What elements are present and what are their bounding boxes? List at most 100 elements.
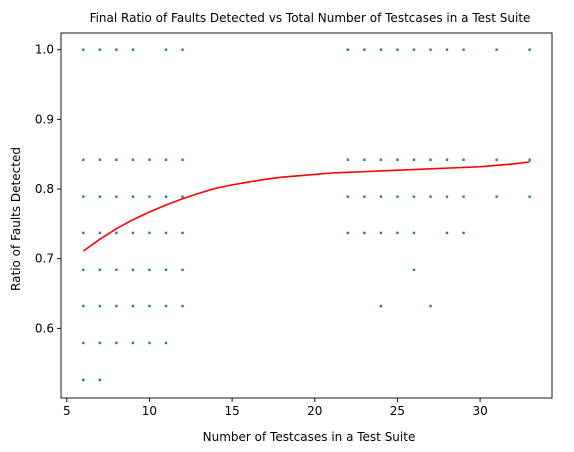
data-point — [396, 158, 399, 161]
x-tick-label: 20 — [307, 404, 322, 418]
data-point — [462, 195, 465, 198]
y-tick-label: 0.9 — [35, 112, 54, 126]
data-point — [115, 195, 118, 198]
plot-area-frame — [60, 32, 553, 399]
data-point — [164, 158, 168, 161]
data-point — [82, 268, 85, 272]
data-point — [82, 378, 85, 382]
data-point — [115, 341, 118, 345]
x-axis-ticks: 5 10 15 20 25 30 — [63, 398, 488, 418]
data-point — [82, 48, 85, 51]
data-point — [379, 195, 383, 198]
data-point — [412, 268, 416, 272]
data-point — [148, 304, 151, 308]
data-point — [379, 48, 383, 51]
data-point — [131, 341, 135, 345]
data-point — [429, 48, 432, 51]
data-point — [148, 268, 151, 272]
y-axis-label: Ratio of Faults Detected — [9, 147, 23, 291]
data-point — [363, 195, 366, 198]
data-point — [346, 48, 350, 51]
data-point — [82, 158, 85, 161]
data-point — [181, 268, 184, 272]
data-point — [181, 231, 184, 235]
data-point — [445, 231, 449, 235]
data-point — [429, 195, 432, 198]
data-point — [131, 158, 135, 161]
data-point — [528, 195, 531, 198]
data-point — [445, 195, 449, 198]
data-point — [148, 231, 151, 235]
data-point — [98, 48, 102, 51]
data-point — [412, 231, 416, 235]
data-point — [412, 48, 416, 51]
data-point — [528, 158, 531, 161]
data-point — [98, 195, 102, 198]
y-tick-label: 0.7 — [35, 252, 54, 266]
data-point — [396, 231, 399, 235]
data-point — [445, 48, 449, 51]
data-point — [98, 341, 102, 345]
data-point — [164, 304, 168, 308]
data-point — [164, 341, 168, 345]
data-point — [346, 158, 350, 161]
data-point — [462, 48, 465, 51]
x-tick-label: 10 — [142, 404, 157, 418]
fit-curve-line — [82, 161, 530, 252]
y-axis-ticks: 0.6 0.7 0.8 0.9 1.0 — [35, 43, 61, 335]
data-point — [115, 48, 118, 51]
data-point — [115, 268, 118, 272]
data-point — [181, 158, 184, 161]
data-point — [346, 231, 350, 235]
data-points-layer — [82, 48, 531, 382]
data-point — [82, 341, 85, 345]
data-point — [115, 304, 118, 308]
data-point — [131, 268, 135, 272]
data-point — [429, 158, 432, 161]
data-point — [164, 268, 168, 272]
data-point — [131, 195, 135, 198]
data-point — [164, 48, 168, 51]
data-point — [363, 48, 366, 51]
data-point — [379, 231, 383, 235]
data-point — [528, 48, 531, 51]
data-point — [82, 304, 85, 308]
data-point — [98, 268, 102, 272]
data-point — [396, 195, 399, 198]
data-point — [462, 231, 465, 235]
data-point — [445, 158, 449, 161]
data-point — [181, 48, 184, 51]
data-point — [181, 304, 184, 308]
data-point — [164, 195, 168, 198]
x-tick-label: 25 — [390, 404, 405, 418]
data-point — [98, 158, 102, 161]
data-point — [131, 231, 135, 235]
data-point — [98, 378, 102, 382]
x-tick-label: 15 — [224, 404, 239, 418]
data-point — [98, 231, 102, 235]
chart-title: Final Ratio of Faults Detected vs Total … — [90, 11, 531, 25]
data-point — [115, 158, 118, 161]
data-point — [131, 48, 135, 51]
x-tick-label: 5 — [63, 404, 71, 418]
data-point — [115, 231, 118, 235]
data-point — [495, 195, 498, 198]
y-tick-label: 0.8 — [35, 182, 54, 196]
data-point — [82, 195, 85, 198]
x-axis-label: Number of Testcases in a Test Suite — [203, 430, 416, 444]
data-point — [148, 195, 151, 198]
x-tick-label: 30 — [472, 404, 487, 418]
data-point — [412, 158, 416, 161]
data-point — [148, 158, 151, 161]
data-point — [181, 195, 184, 198]
y-tick-label: 0.6 — [35, 321, 54, 335]
data-point — [379, 304, 383, 308]
data-point — [379, 158, 383, 161]
data-point — [98, 304, 102, 308]
data-point — [462, 158, 465, 161]
y-tick-label: 1.0 — [35, 43, 54, 57]
data-point — [131, 304, 135, 308]
data-point — [148, 341, 151, 345]
data-point — [363, 158, 366, 161]
